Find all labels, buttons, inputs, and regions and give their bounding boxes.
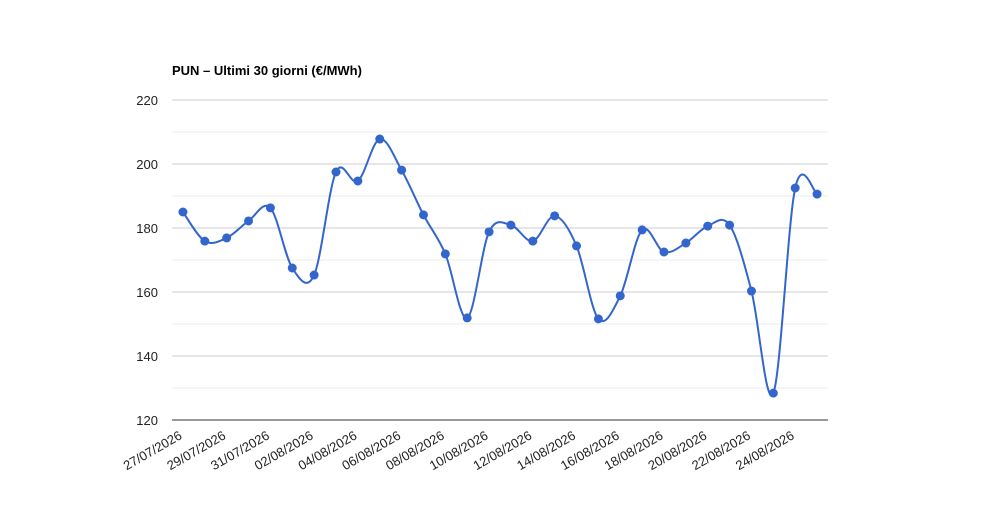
point [462,313,472,323]
point [309,270,319,280]
point [244,216,254,226]
y-tick-label: 140 [136,349,158,364]
point [637,225,647,235]
point [528,236,538,246]
y-tick-label: 120 [136,413,158,428]
y-tick-label: 180 [136,221,158,236]
point [484,227,494,237]
point [812,189,822,199]
point [725,220,735,230]
point [550,211,560,221]
point [440,249,450,259]
y-tick-label: 200 [136,157,158,172]
line [182,138,818,397]
point [703,221,713,231]
point [681,238,691,248]
point [222,233,232,243]
point [353,176,363,186]
point [397,165,407,175]
point [287,263,297,273]
point [746,286,756,296]
point [331,167,341,177]
point [418,210,428,220]
point [659,247,669,257]
point [768,388,778,398]
point [790,183,800,193]
point [506,220,516,230]
chart-title: PUN – Ultimi 30 giorni (€/MWh) [172,63,362,78]
point [375,134,385,144]
point [572,241,582,251]
point [615,291,625,301]
y-tick-label: 220 [136,93,158,108]
point [200,236,210,246]
point [593,314,603,324]
point [178,207,188,217]
point [265,203,275,213]
y-tick-label: 160 [136,285,158,300]
